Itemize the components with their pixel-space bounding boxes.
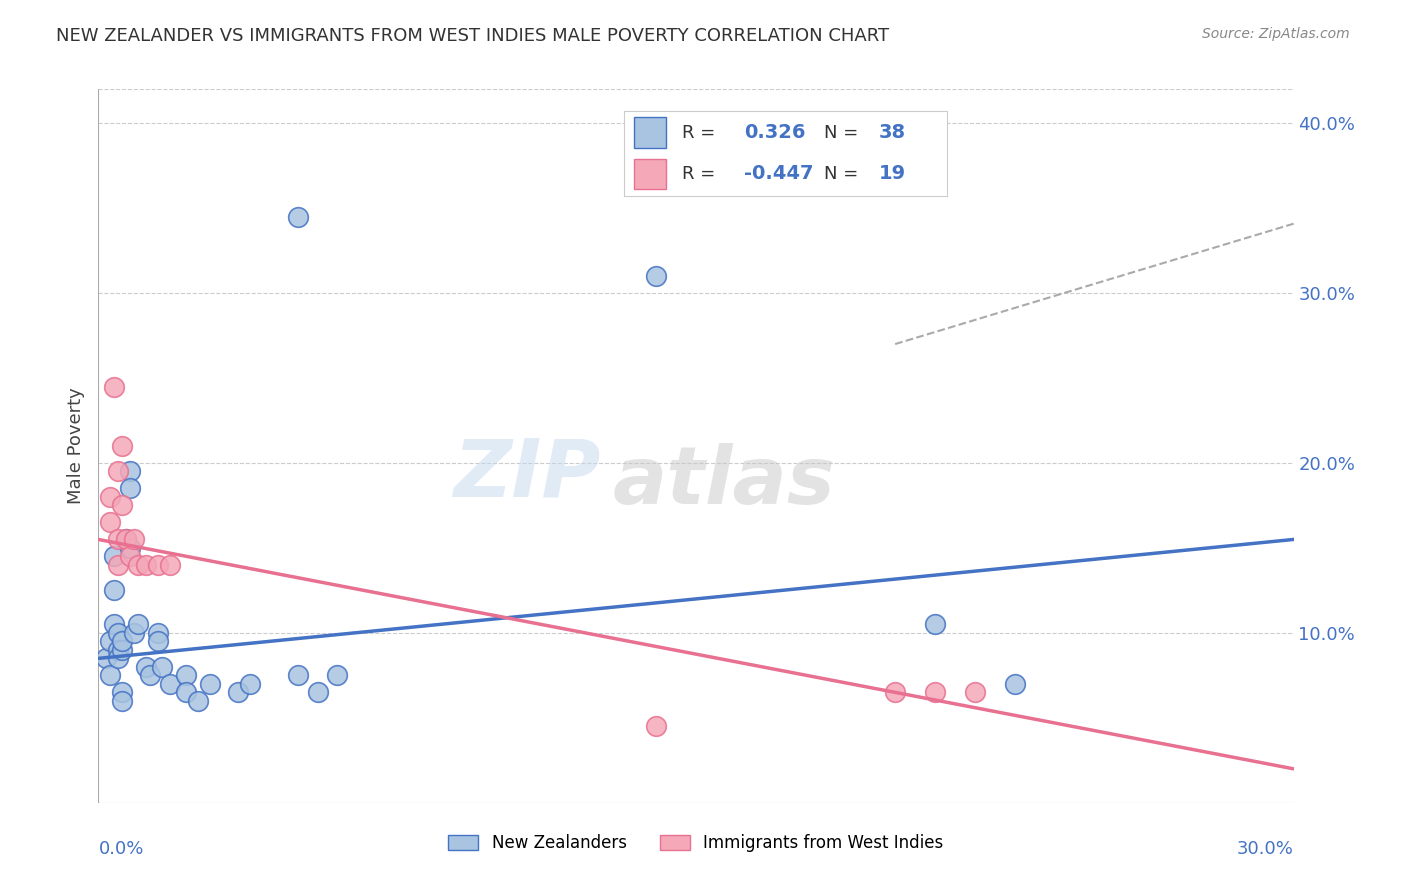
Point [111, 499, 134, 513]
Point [107, 533, 129, 547]
Point [287, 210, 309, 224]
Point [645, 269, 668, 284]
Point [124, 626, 146, 640]
Point [107, 643, 129, 657]
Text: NEW ZEALANDER VS IMMIGRANTS FROM WEST INDIES MALE POVERTY CORRELATION CHART: NEW ZEALANDER VS IMMIGRANTS FROM WEST IN… [56, 27, 890, 45]
Point [174, 685, 197, 699]
Point [135, 660, 157, 674]
Point [103, 379, 125, 393]
Text: atlas: atlas [613, 442, 835, 521]
Point [884, 685, 907, 699]
Point [150, 660, 173, 674]
Point [198, 677, 221, 691]
Point [645, 719, 668, 733]
Point [1004, 677, 1026, 691]
Point [120, 482, 142, 496]
Point [120, 465, 142, 479]
Legend: New Zealanders, Immigrants from West Indies: New Zealanders, Immigrants from West Ind… [441, 828, 950, 859]
Point [98, 516, 122, 530]
Point [963, 685, 986, 699]
Point [139, 668, 162, 682]
Point [924, 617, 946, 632]
Point [98, 668, 122, 682]
Text: 30.0%: 30.0% [1237, 840, 1294, 858]
Point [111, 634, 134, 648]
Point [107, 651, 129, 665]
Point [111, 685, 134, 699]
Point [124, 533, 146, 547]
Point [98, 490, 122, 504]
Point [111, 643, 134, 657]
Point [239, 677, 262, 691]
Point [307, 685, 329, 699]
Point [148, 558, 170, 572]
Point [135, 558, 157, 572]
Point [159, 558, 181, 572]
Point [107, 465, 129, 479]
Point [107, 626, 129, 640]
Point [174, 668, 197, 682]
Point [103, 617, 125, 632]
Point [120, 541, 142, 555]
Text: ZIP: ZIP [453, 435, 600, 514]
Point [287, 668, 309, 682]
Point [107, 558, 129, 572]
Point [111, 694, 134, 708]
Point [120, 549, 142, 564]
Point [148, 634, 170, 648]
Y-axis label: Male Poverty: Male Poverty [66, 388, 84, 504]
Point [98, 634, 122, 648]
Point [159, 677, 181, 691]
Point [115, 533, 138, 547]
Point [187, 694, 209, 708]
Point [127, 617, 149, 632]
Point [148, 626, 170, 640]
Point [103, 549, 125, 564]
Point [326, 668, 349, 682]
Point [96, 651, 118, 665]
Point [924, 685, 946, 699]
Text: 0.0%: 0.0% [98, 840, 143, 858]
Point [111, 439, 134, 453]
Point [103, 583, 125, 598]
Text: Source: ZipAtlas.com: Source: ZipAtlas.com [1202, 27, 1350, 41]
Point [226, 685, 249, 699]
Point [115, 533, 138, 547]
Point [127, 558, 149, 572]
